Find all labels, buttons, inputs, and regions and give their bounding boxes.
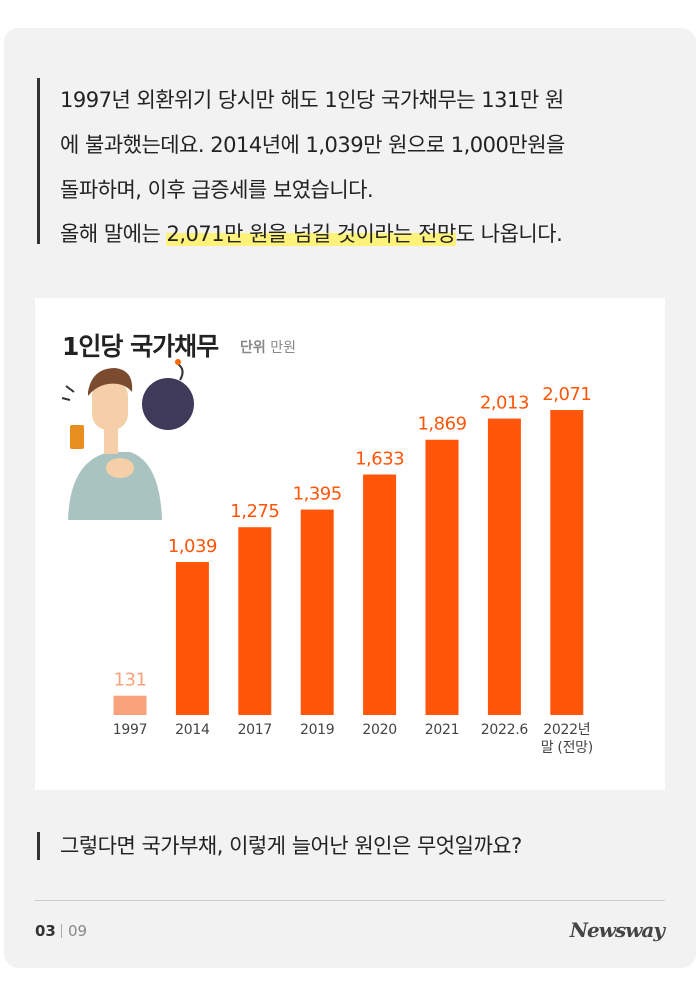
unit: 만원 <box>270 340 296 356</box>
intro-text: 도 나옵니다. <box>455 222 563 246</box>
bar <box>363 474 397 715</box>
bar <box>425 439 459 715</box>
x-tick-label: 2014 <box>175 722 210 738</box>
value-label: 1,275 <box>230 501 279 522</box>
unit-note: 단위 만원 <box>240 337 296 357</box>
value-label: 1,395 <box>293 484 342 505</box>
intro-text: 올해 말에는 <box>60 222 167 246</box>
x-tick-label: 2022.6 <box>480 722 528 738</box>
bar <box>550 410 584 715</box>
x-tick-label: 2021 <box>424 722 460 738</box>
x-tick-label: 2017 <box>237 722 273 738</box>
bar <box>300 509 334 715</box>
chart-title: 1인당 국가채무 <box>62 332 219 361</box>
page-current: 03 <box>35 922 56 940</box>
divider <box>35 900 665 901</box>
intro-line: 에 불과했는데요. 2014년에 1,039만 원으로 1,000만원을 <box>60 133 565 157</box>
bar <box>113 695 147 715</box>
intro-line: 1997년 외환위기 당시만 해도 1인당 국가채무는 131만 원 <box>60 88 564 112</box>
illustration <box>61 359 194 520</box>
value-label: 2,013 <box>480 393 529 414</box>
bar <box>175 561 209 715</box>
quote-bar <box>37 78 40 244</box>
quote-bar <box>37 832 40 860</box>
question: 그렇다면 국가부채, 이렇게 늘어난 원인은 무엇일까요? <box>60 834 522 858</box>
value-label: 1,869 <box>417 414 466 435</box>
brand: Newsway <box>569 918 665 942</box>
unit-label: 단위 <box>240 340 266 356</box>
x-tick-label: 2020 <box>362 722 397 738</box>
intro-line: 돌파하며, 이후 급증세를 보였습니다. <box>60 178 374 202</box>
x-tick-label: 2022년 말 (전망) <box>540 722 594 756</box>
x-tick-label: 2019 <box>299 722 335 738</box>
value-label: 131 <box>114 670 147 691</box>
page-total: 09 <box>68 922 88 940</box>
bar <box>238 527 272 715</box>
bar <box>487 418 521 715</box>
page-separator <box>61 924 62 938</box>
value-label: 2,071 <box>542 384 591 405</box>
highlight-text: 2,071만 원을 넘길 것이라는 전망 <box>166 222 456 246</box>
x-tick-label: 1997 <box>112 722 148 738</box>
value-label: 1,039 <box>168 536 217 557</box>
intro-line: 올해 말에는 2,071만 원을 넘길 것이라는 전망도 나옵니다. <box>60 218 563 248</box>
value-label: 1,633 <box>355 449 404 470</box>
